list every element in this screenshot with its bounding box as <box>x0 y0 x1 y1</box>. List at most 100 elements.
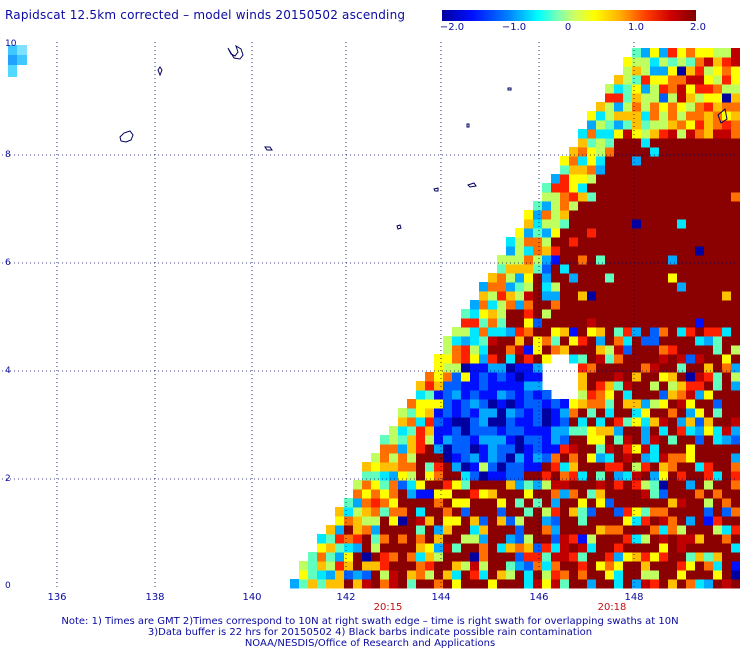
swath-cell <box>623 336 633 346</box>
swath-cell <box>533 471 543 481</box>
swath-cell <box>605 354 615 364</box>
swath-cell <box>623 552 633 562</box>
swath-cell <box>461 363 471 373</box>
swath-cell <box>443 390 453 400</box>
swath-cell <box>605 399 615 409</box>
swath-cell <box>371 525 381 535</box>
swath-cell <box>470 318 480 328</box>
swath-cell <box>560 282 570 292</box>
x-tick-label: 148 <box>624 592 644 603</box>
swath-cell <box>623 201 633 211</box>
swath-cell <box>686 408 696 418</box>
swath-cell <box>677 309 687 319</box>
swath-cell <box>434 471 444 481</box>
swath-cell <box>605 291 615 301</box>
swath-cell <box>650 390 660 400</box>
swath-cell <box>722 201 732 211</box>
swath-cell <box>731 516 740 526</box>
swath-cell <box>416 543 426 553</box>
swath-cell <box>677 561 687 571</box>
swath-cell <box>443 561 453 571</box>
swath-cell <box>524 363 534 373</box>
swath-cell <box>650 426 660 436</box>
swath-cell <box>596 390 606 400</box>
swath-cell <box>623 291 633 301</box>
swath-cell <box>668 471 678 481</box>
swath-cell <box>497 480 507 490</box>
swath-cell <box>677 237 687 247</box>
swath-cell <box>641 534 651 544</box>
swath-cell <box>623 570 633 580</box>
swath-cell <box>614 228 624 238</box>
swath-cell <box>668 156 678 166</box>
swath-cell <box>650 354 660 364</box>
swath-cell <box>677 516 687 526</box>
swath-cell <box>416 552 426 562</box>
swath-cell <box>506 417 516 427</box>
swath-cell <box>650 210 660 220</box>
swath-cell <box>488 408 498 418</box>
swath-cell <box>479 390 489 400</box>
swath-cell <box>551 264 561 274</box>
swath-cell <box>434 480 444 490</box>
swath-cell <box>425 435 435 445</box>
swath-cell <box>434 363 444 373</box>
swath-cell <box>416 435 426 445</box>
swath-cell <box>542 345 552 355</box>
swath-cell <box>578 219 588 229</box>
swath-cell <box>416 516 426 526</box>
swath-cell <box>596 219 606 229</box>
swath-cell <box>524 264 534 274</box>
swath-cell <box>326 561 336 571</box>
swath-cell <box>722 291 732 301</box>
swath-cell <box>524 426 534 436</box>
swath-cell <box>506 399 516 409</box>
swath-cell <box>542 327 552 337</box>
swath-cell <box>506 327 516 337</box>
swath-cell <box>731 255 740 265</box>
swath-cell <box>641 318 651 328</box>
swath-cell <box>713 210 723 220</box>
swath-cell <box>452 480 462 490</box>
swath-cell <box>713 435 723 445</box>
swath-cell <box>596 534 606 544</box>
swath-cell <box>524 579 534 589</box>
swath-cell <box>560 480 570 490</box>
swath-cell <box>668 498 678 508</box>
swath-cell <box>641 120 651 130</box>
swath-cell <box>650 228 660 238</box>
x-tick-label: 136 <box>47 592 67 603</box>
footnote-credit: NOAA/NESDIS/Office of Research and Appli… <box>244 638 496 649</box>
swath-cell <box>641 417 651 427</box>
swath-cell <box>704 138 714 148</box>
swath-cell <box>587 498 597 508</box>
swath-cell <box>434 408 444 418</box>
swath-cell <box>533 300 543 310</box>
swath-cell <box>713 183 723 193</box>
swath-cell <box>713 66 723 76</box>
swath-cell <box>560 552 570 562</box>
swath-cell <box>722 390 732 400</box>
swath-cell <box>668 282 678 292</box>
swath-cell <box>722 48 732 58</box>
swath-cell <box>695 111 705 121</box>
swath-cell <box>650 516 660 526</box>
swath-cell <box>497 291 507 301</box>
swath-cell <box>488 435 498 445</box>
swath-cell <box>695 390 705 400</box>
swath-cell <box>515 417 525 427</box>
swath-cell <box>614 246 624 256</box>
swath-cell <box>578 183 588 193</box>
swath-cell <box>335 561 345 571</box>
swath-cell <box>677 156 687 166</box>
swath-cell <box>704 498 714 508</box>
swath-cell <box>560 435 570 445</box>
swath-cell <box>596 435 606 445</box>
swath-cell <box>506 408 516 418</box>
swath-cell <box>470 363 480 373</box>
swath-cell <box>641 498 651 508</box>
swath-cell <box>551 300 561 310</box>
swath-cell <box>380 507 390 517</box>
swath-cell <box>731 354 740 364</box>
swath-cell <box>722 138 732 148</box>
